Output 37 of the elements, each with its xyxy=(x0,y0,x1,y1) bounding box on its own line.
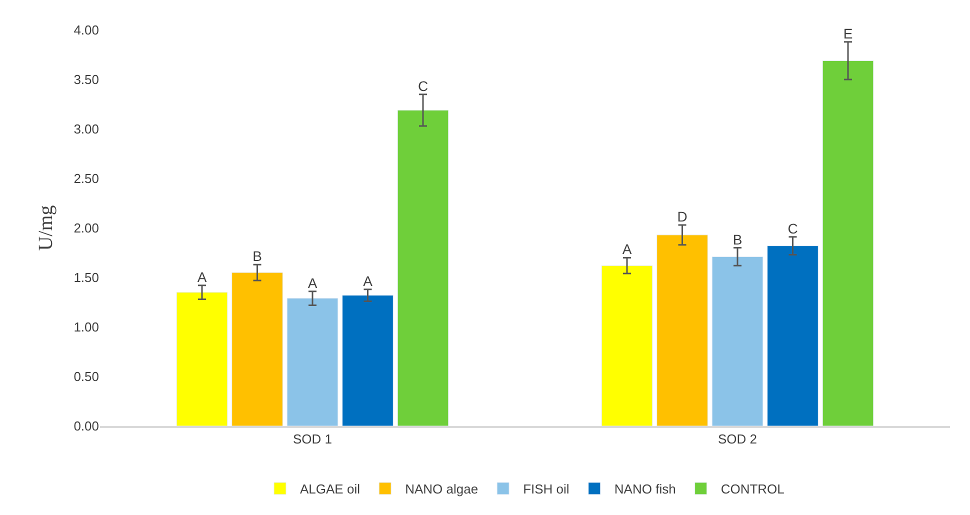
bar xyxy=(712,256,764,426)
bar xyxy=(601,265,653,426)
x-tick-label: SOD 2 xyxy=(718,431,758,446)
legend-label: FISH oil xyxy=(523,482,570,497)
bar xyxy=(822,60,874,426)
legend-label: ALGAE oil xyxy=(300,482,360,497)
bar xyxy=(286,298,338,426)
bar xyxy=(656,234,708,426)
legend-label: NANO algae xyxy=(405,482,478,497)
legend-label: CONTROL xyxy=(720,482,784,497)
y-tick-label: 2.50 xyxy=(74,171,99,186)
y-tick-label: 1.50 xyxy=(74,270,99,286)
y-tick-label: 0.00 xyxy=(74,418,99,434)
y-tick-label: 4.00 xyxy=(74,22,99,38)
y-axis-title: U/mg xyxy=(35,205,58,251)
data-label: C xyxy=(418,78,428,94)
data-label: B xyxy=(252,248,262,264)
bar xyxy=(397,110,449,426)
data-label: C xyxy=(788,220,798,236)
bar xyxy=(176,292,228,426)
data-label: E xyxy=(843,25,853,42)
data-label: A xyxy=(363,272,374,289)
data-label: A xyxy=(622,241,632,258)
legend-label: NANO fish xyxy=(614,482,676,497)
data-label: D xyxy=(677,208,688,225)
y-tick-label: 2.00 xyxy=(74,220,99,236)
data-label: A xyxy=(197,268,208,285)
y-tick-label: 1.00 xyxy=(74,320,99,335)
data-label: A xyxy=(308,274,318,291)
bar xyxy=(342,295,394,426)
y-tick-label: 3.50 xyxy=(74,72,99,88)
bar xyxy=(232,272,283,426)
y-tick-label: 3.00 xyxy=(74,122,99,137)
y-tick-label: 0.50 xyxy=(74,369,99,384)
data-label: B xyxy=(732,231,742,248)
bar xyxy=(767,246,818,426)
x-tick-label: SOD 1 xyxy=(292,431,332,446)
